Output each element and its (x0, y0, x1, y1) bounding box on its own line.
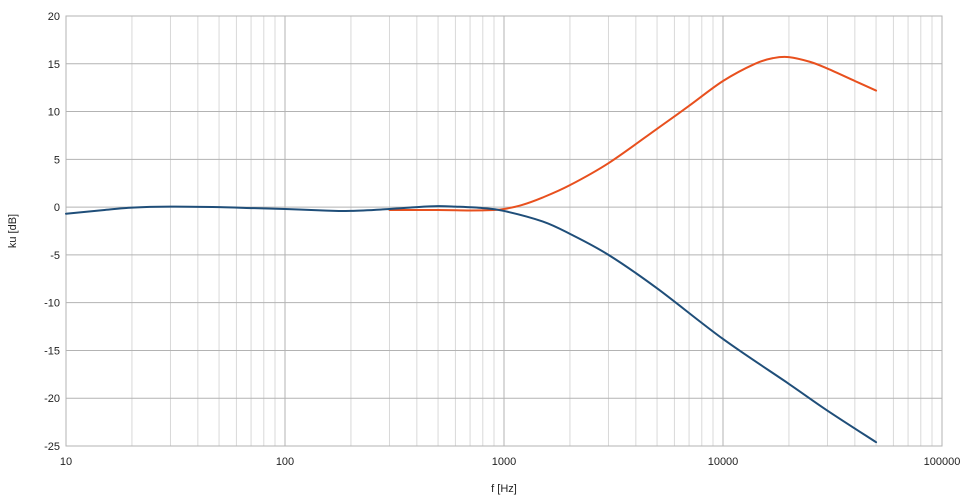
y-tick-label: -15 (44, 345, 60, 357)
x-tick-labels: 10 100 1000 10000 100000 (60, 456, 960, 468)
x-tick-label: 100000 (924, 456, 961, 468)
y-tick-label: 0 (54, 202, 60, 214)
y-tick-label: -5 (50, 250, 60, 262)
y-tick-label: 5 (54, 154, 60, 166)
y-tick-label: -20 (44, 393, 60, 405)
y-tick-label: -25 (44, 441, 60, 453)
minor-gridlines (131, 16, 933, 446)
x-tick-label: 10000 (708, 456, 739, 468)
y-tick-label: 20 (48, 11, 60, 23)
x-axis-title: f [Hz] (491, 483, 517, 495)
plot-area-border (65, 15, 943, 447)
y-tick-label: -10 (44, 298, 60, 310)
y-axis-title: ku [dB] (7, 214, 19, 248)
series-layer (65, 55, 878, 444)
y-tick-label: 15 (48, 59, 60, 71)
y-tick-labels: 20 15 10 5 0 -5 -10 -15 -20 -25 (44, 11, 60, 453)
series-line-2 (65, 205, 878, 444)
y-tick-label: 10 (48, 107, 60, 119)
x-tick-label: 1000 (492, 456, 516, 468)
x-tick-label: 100 (276, 456, 294, 468)
x-tick-label: 10 (60, 456, 72, 468)
